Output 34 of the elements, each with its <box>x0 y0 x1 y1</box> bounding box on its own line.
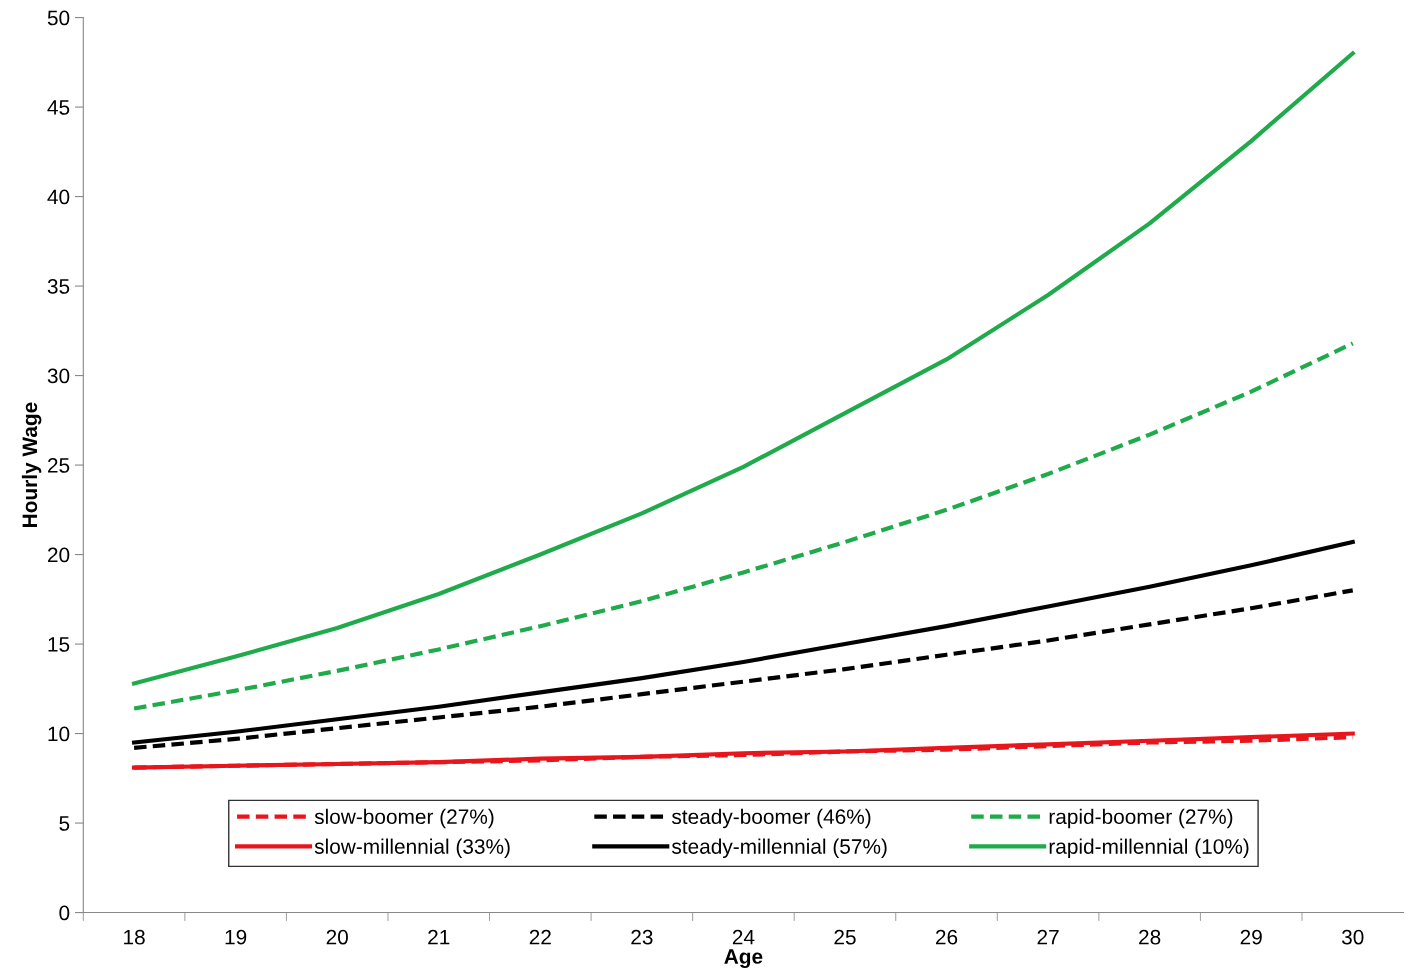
legend-label: slow-millennial (33%) <box>314 838 510 858</box>
legend-label: steady-millennial (57%) <box>671 838 887 859</box>
y-tick-label: 45 <box>47 100 70 115</box>
y-tick-label: 0 <box>59 905 70 921</box>
x-tick-label: 20 <box>326 929 348 945</box>
x-tick-label: 25 <box>834 929 856 945</box>
x-tick-label: 29 <box>1240 929 1262 945</box>
legend-label: rapid-boomer (27%) <box>1049 808 1233 829</box>
x-tick-label: 19 <box>225 929 247 945</box>
legend-label: steady-boomer (46%) <box>671 808 871 829</box>
x-axis-title: Age <box>724 949 763 969</box>
x-tick-label: 27 <box>1037 929 1059 945</box>
legend-label: rapid-millennial (10%) <box>1049 838 1249 859</box>
y-tick-label: 30 <box>47 368 70 384</box>
y-tick-label: 50 <box>47 10 70 26</box>
x-tick-label: 26 <box>935 929 958 945</box>
legend-label: slow-boomer (27%) <box>314 808 494 829</box>
x-tick-label: 24 <box>732 929 755 945</box>
x-tick-label: 22 <box>529 929 551 945</box>
x-tick-label: 30 <box>1341 929 1364 945</box>
x-tick-label: 21 <box>428 929 450 945</box>
line-series <box>132 51 1355 686</box>
y-tick-label: 35 <box>47 279 70 294</box>
x-tick-label: 28 <box>1139 929 1161 945</box>
line-series <box>132 341 1355 711</box>
y-tick-label: 40 <box>47 189 70 205</box>
y-tick-label: 5 <box>59 816 70 831</box>
y-axis-title: Hourly Wage <box>21 402 42 527</box>
x-tick-label: 18 <box>124 929 145 945</box>
y-tick-label: 15 <box>48 637 70 652</box>
y-tick-label: 25 <box>47 458 70 473</box>
y-tick-label: 20 <box>47 547 70 563</box>
x-tick-label: 23 <box>631 929 653 945</box>
y-tick-label: 10 <box>48 726 70 742</box>
